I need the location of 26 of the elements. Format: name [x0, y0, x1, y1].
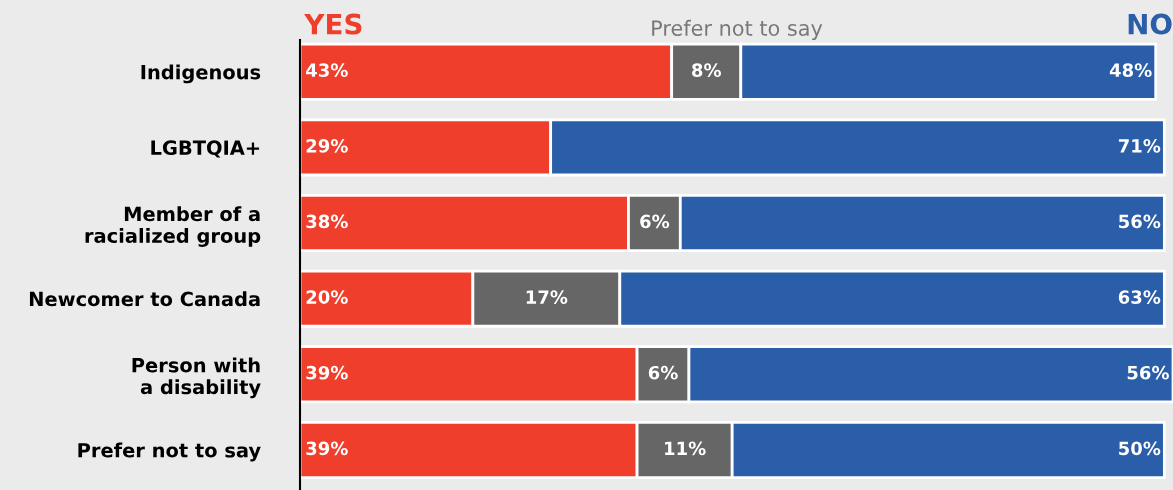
- data-label: 6%: [640, 214, 670, 229]
- data-label: 63%: [1118, 290, 1161, 304]
- data-label: 39%: [306, 365, 348, 380]
- data-label: 17%: [526, 290, 568, 304]
- data-label: 29%: [306, 138, 348, 153]
- y-tick-label: LGBTQIA+: [151, 140, 260, 158]
- y-tick-label: Prefer not to say: [78, 442, 261, 462]
- data-label: 38%: [306, 214, 348, 229]
- data-label: 71%: [1118, 138, 1161, 153]
- series-label: NO: [1128, 13, 1172, 35]
- y-tick-label: Indigenous: [141, 64, 261, 84]
- data-label: 20%: [306, 290, 348, 304]
- data-label: 39%: [306, 441, 348, 456]
- series-label: YES: [304, 13, 362, 35]
- y-tick-label: Newcomer to Canada: [29, 291, 260, 307]
- data-label: 50%: [1119, 441, 1161, 456]
- data-label: 8%: [692, 63, 721, 77]
- data-label: 56%: [1119, 214, 1161, 229]
- y-tick-label: Person with a disability: [132, 357, 261, 399]
- y-tick-label: Member of a racialized group: [85, 206, 261, 247]
- data-label: 56%: [1127, 365, 1169, 380]
- data-label: 6%: [648, 365, 678, 380]
- data-label: 11%: [665, 441, 706, 456]
- data-label: 48%: [1109, 63, 1152, 77]
- series-label: Prefer not to say: [652, 19, 823, 40]
- data-label: 43%: [306, 63, 348, 77]
